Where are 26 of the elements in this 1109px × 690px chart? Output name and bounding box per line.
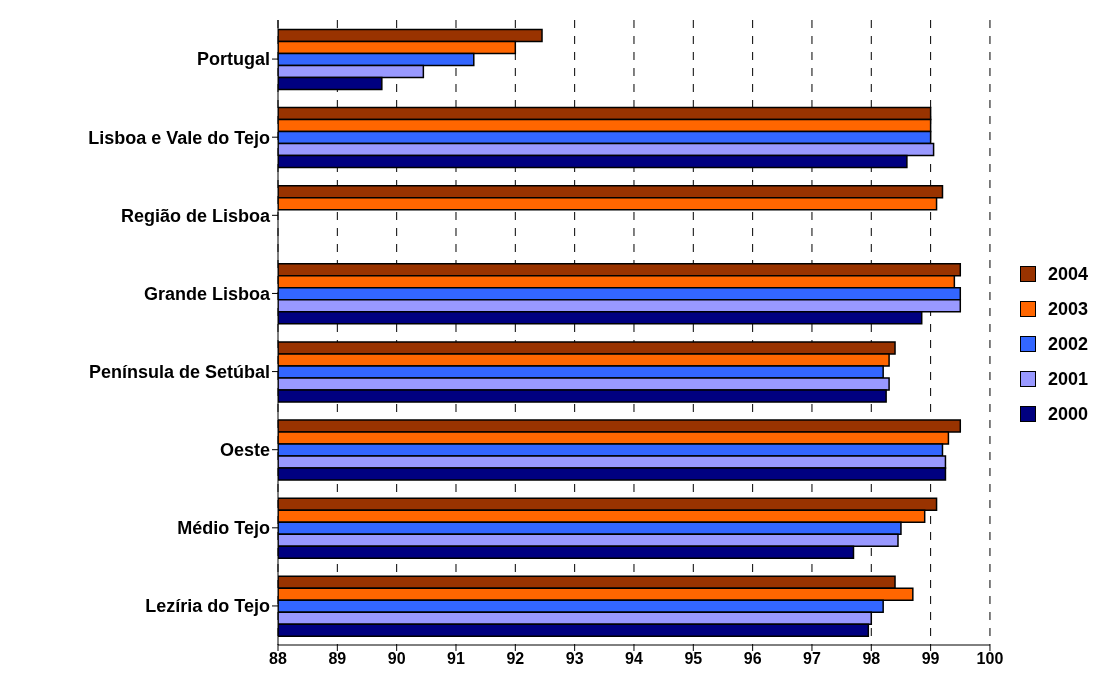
x-tick-label: 90 bbox=[387, 650, 406, 668]
y-tick-label: Lezíria do Tejo bbox=[145, 596, 270, 617]
legend-label: 2004 bbox=[1046, 263, 1088, 285]
x-tick-label: 98 bbox=[862, 650, 881, 668]
y-tick-label: Grande Lisboa bbox=[143, 283, 271, 304]
x-tick-label: 93 bbox=[565, 650, 584, 668]
x-tick-label: 99 bbox=[921, 650, 940, 668]
x-tick-label: 94 bbox=[625, 650, 643, 668]
x-tick-label: 97 bbox=[803, 650, 821, 668]
x-tick-label: 89 bbox=[328, 650, 347, 668]
y-tick-label: Portugal bbox=[196, 49, 270, 70]
y-tick-label: Península de Setúbal bbox=[88, 361, 270, 382]
y-tick-label: Oeste bbox=[219, 440, 270, 461]
x-tick-label: 88 bbox=[269, 650, 287, 668]
x-tick-label: 100 bbox=[976, 650, 1004, 668]
y-tick-label: Lisboa e Vale do Tejo bbox=[88, 127, 270, 148]
x-tick-label: 95 bbox=[684, 650, 703, 668]
y-tick-label: Região de Lisboa bbox=[120, 205, 271, 226]
x-tick-label: 92 bbox=[506, 650, 525, 668]
x-tick-label: 96 bbox=[743, 650, 762, 668]
legend-label: 2002 bbox=[1046, 333, 1088, 355]
legend-label: 2001 bbox=[1046, 368, 1088, 390]
x-tick-label: 91 bbox=[447, 650, 465, 668]
legend-label: 2000 bbox=[1046, 403, 1088, 425]
legend-label: 2003 bbox=[1046, 298, 1088, 320]
y-tick-label: Médio Tejo bbox=[177, 518, 270, 539]
